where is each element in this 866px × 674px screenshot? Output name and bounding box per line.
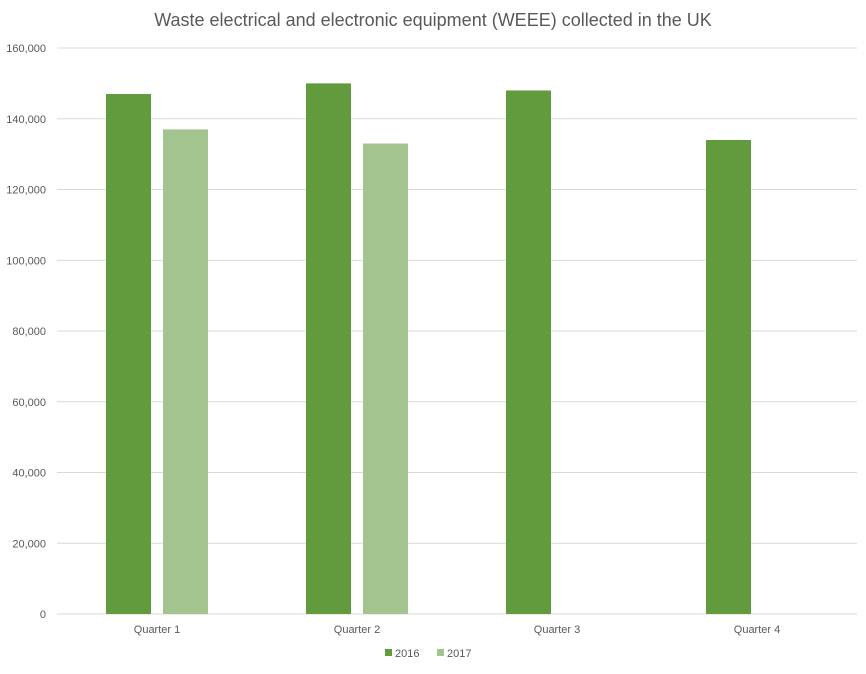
bar-2017-quarter-2 (363, 143, 408, 614)
y-axis-ticks: 0 20,000 40,000 60,000 80,000 100,000 120,000 1… (6, 43, 46, 621)
x-tick-label: Quarter 1 (134, 624, 180, 636)
bars (106, 83, 751, 615)
x-axis-ticks: Quarter 1 Quarter 2 Quarter 3 Quarter 4 (134, 624, 780, 636)
legend-swatch-2017 (437, 649, 444, 656)
y-tick-label: 0 (40, 609, 46, 621)
y-tick-label: 60,000 (12, 397, 46, 409)
y-tick-label: 120,000 (6, 185, 46, 197)
legend-label-2016: 2016 (395, 648, 419, 660)
y-tick-label: 100,000 (6, 255, 46, 267)
bar-2016-quarter-2 (306, 83, 351, 614)
y-tick-label: 40,000 (12, 468, 46, 480)
y-tick-label: 80,000 (12, 326, 46, 338)
legend-swatch-2016 (385, 649, 392, 656)
y-tick-label: 140,000 (6, 114, 46, 126)
legend-label-2017: 2017 (447, 648, 471, 660)
bar-2016-quarter-1 (106, 93, 151, 615)
bar-2016-quarter-4 (706, 139, 751, 614)
bar-2017-quarter-1 (163, 129, 208, 615)
y-tick-label: 20,000 (12, 538, 46, 550)
x-tick-label: Quarter 2 (334, 624, 380, 636)
x-tick-label: Quarter 4 (734, 624, 780, 636)
x-tick-label: Quarter 3 (534, 624, 580, 636)
legend: 2016 2017 (385, 648, 471, 660)
y-tick-label: 160,000 (6, 43, 46, 55)
bar-2016-quarter-3 (506, 90, 551, 614)
chart-title: Waste electrical and electronic equipmen… (154, 10, 712, 30)
